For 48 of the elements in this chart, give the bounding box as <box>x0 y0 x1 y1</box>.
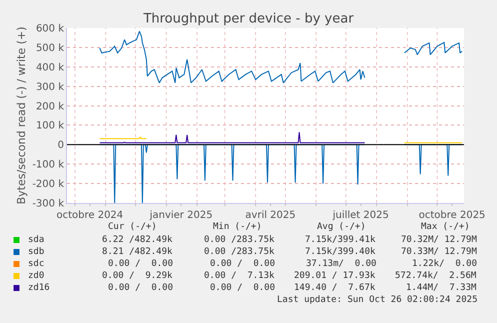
y-tick-label: -300 k <box>32 198 64 210</box>
text: Last update: Sun Oct 26 02:00:24 2025 <box>277 295 478 305</box>
x-tick-label: janvier 2025 <box>148 210 213 221</box>
y-tick-label: 100 k <box>36 120 64 132</box>
text: 572.74k/ 2.56M <box>395 271 477 281</box>
text: Cur (-/+) <box>108 222 157 232</box>
x-tick-label: octobre 2025 <box>418 210 486 221</box>
text: 209.01 / 17.93k <box>294 271 376 281</box>
text: 0.00 /283.75k <box>204 235 276 245</box>
text: 0.00 / 0.00 <box>210 283 276 293</box>
line-series <box>99 132 366 144</box>
text: 0.00 / 0.00 <box>108 259 174 269</box>
y-tick-label: 0 <box>58 140 64 152</box>
chart-title: Throughput per device - by year <box>142 12 354 27</box>
x-tick-label: octobre 2024 <box>56 210 124 221</box>
legend-label: zd0 <box>28 271 44 281</box>
text: 7.15k/399.40k <box>305 247 376 257</box>
text: 70.33M/ 12.79M <box>401 247 478 257</box>
legend-label: zd16 <box>28 283 50 293</box>
y-tick-label: 600 k <box>36 24 64 34</box>
legend-label: sdb <box>28 247 44 257</box>
text: Min (-/+) <box>213 222 262 232</box>
y-tick-label: -100 k <box>32 160 64 171</box>
text: Avg (-/+) <box>317 222 366 232</box>
x-tick-label: juillet 2025 <box>332 210 389 221</box>
text: 0.00 / 9.29k <box>102 271 174 281</box>
text: 8.21 /482.49k <box>102 247 174 257</box>
text: 37.13m/ 0.00 <box>306 259 376 269</box>
y-tick-label: 200 k <box>36 101 64 112</box>
legend-label: sdc <box>28 259 44 269</box>
text: 0.00 / 0.00 <box>108 283 174 293</box>
text: Max (-/+) <box>421 222 470 232</box>
x-tick-label: avril 2025 <box>245 210 296 221</box>
y-tick-label: 500 k <box>36 42 64 54</box>
y-tick-label: -200 k <box>32 179 64 190</box>
legend-label: sda <box>28 235 44 245</box>
text: 1.22k/ 0.00 <box>412 259 478 269</box>
text: 0.00 /283.75k <box>204 247 276 257</box>
text: 7.15k/399.41k <box>305 235 376 245</box>
text: 1.44M/ 7.33M <box>406 283 478 293</box>
y-tick-label: 300 k <box>36 82 64 93</box>
text: 0.00 / 7.13k <box>204 271 276 281</box>
y-tick-label: 400 k <box>36 62 64 74</box>
text: 6.22 /482.49k <box>102 235 174 245</box>
text: 70.32M/ 12.79M <box>401 235 478 245</box>
y-axis-title: Bytes/second read (-) / write (+) <box>14 26 28 204</box>
text: 149.40 / 7.67k <box>294 283 376 293</box>
text: 0.00 / 0.00 <box>210 259 276 269</box>
